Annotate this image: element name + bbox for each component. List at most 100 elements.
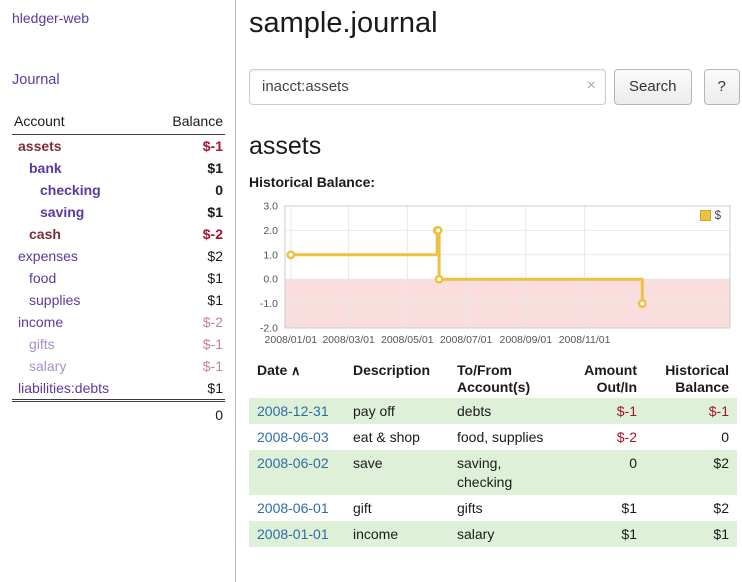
transaction-date-link[interactable]: 2008-06-03 bbox=[257, 429, 329, 446]
account-balance: $-1 bbox=[202, 358, 223, 374]
svg-text:2008/03/01: 2008/03/01 bbox=[322, 334, 375, 346]
register-row: 2008-06-02 save saving, checking 0 $2 bbox=[249, 450, 737, 495]
accounts-header-row: Account Balance bbox=[12, 110, 225, 135]
account-balance: $1 bbox=[207, 160, 223, 176]
account-link-food[interactable]: food bbox=[29, 270, 57, 286]
account-balance: $1 bbox=[207, 380, 223, 396]
sort-asc-icon: ∧ bbox=[287, 362, 301, 378]
register-balance-cell: $2 bbox=[713, 455, 729, 472]
account-link-checking[interactable]: checking bbox=[40, 182, 101, 198]
accounts-total-balance: 0 bbox=[149, 399, 225, 426]
account-row: income $-2 bbox=[12, 311, 225, 333]
account-link-expenses[interactable]: expenses bbox=[18, 248, 78, 264]
accounts-col-account: Account bbox=[12, 110, 150, 135]
account-link-liabilities-debts[interactable]: liabilities:debts bbox=[18, 380, 110, 396]
account-balance: $1 bbox=[207, 204, 223, 220]
register-accounts-cell: food, supplies bbox=[449, 424, 563, 450]
account-balance: 0 bbox=[215, 182, 223, 198]
account-balance: $1 bbox=[207, 270, 223, 286]
register-amount-cell: $-2 bbox=[616, 429, 637, 446]
register-table: Date ∧ Description To/From Account(s) Amount… bbox=[249, 360, 737, 548]
account-row: gifts $-1 bbox=[12, 333, 225, 355]
account-name-cell: salary bbox=[12, 355, 149, 377]
account-name-cell: assets bbox=[12, 135, 149, 158]
account-link-saving[interactable]: saving bbox=[40, 204, 85, 220]
svg-text:2008/01/01: 2008/01/01 bbox=[265, 334, 318, 346]
transaction-date-link[interactable]: 2008-12-31 bbox=[257, 402, 329, 419]
legend-swatch-icon bbox=[699, 210, 711, 222]
historical-balance-chart: 3.0 2.0 1.0 0.0 -1.0 -2.0 2008/01/01 2008/03/01… bbox=[249, 198, 736, 350]
register-col-description: Description bbox=[353, 361, 431, 378]
account-row: checking 0 bbox=[12, 179, 225, 201]
account-name-cell: saving bbox=[12, 201, 149, 223]
account-name-cell: cash bbox=[12, 223, 149, 245]
register-amount-cell: $1 bbox=[621, 525, 637, 542]
search-input[interactable] bbox=[249, 68, 606, 105]
clear-search-icon[interactable]: × bbox=[586, 76, 596, 94]
register-accounts-text: salary bbox=[457, 525, 495, 542]
register-balance-cell: $2 bbox=[713, 499, 729, 516]
register-accounts-text: debts bbox=[457, 402, 492, 419]
account-link-cash[interactable]: cash bbox=[29, 226, 61, 242]
register-date-cell: 2008-01-01 bbox=[249, 521, 345, 547]
account-row: expenses $2 bbox=[12, 245, 225, 267]
search-form: × Search ? bbox=[249, 68, 740, 105]
account-link-salary[interactable]: salary bbox=[29, 358, 67, 374]
search-button[interactable]: Search bbox=[614, 68, 692, 105]
account-name-cell: food bbox=[12, 267, 149, 289]
account-balance: $-2 bbox=[202, 314, 223, 330]
account-name-cell: bank bbox=[12, 157, 149, 179]
register-header-row: Date ∧ Description To/From Account(s) Amount… bbox=[249, 360, 737, 398]
register-amount-cell: 0 bbox=[629, 455, 637, 472]
account-link-gifts[interactable]: gifts bbox=[29, 336, 55, 352]
accounts-total-row: 0 bbox=[12, 399, 225, 426]
account-row: bank $1 bbox=[12, 157, 225, 179]
register-accounts-cell: saving, checking bbox=[449, 450, 563, 494]
sidebar-item-journal[interactable]: Journal bbox=[12, 72, 60, 88]
register-date-cell: 2008-06-03 bbox=[249, 424, 345, 450]
register-col-accounts: To/From Account(s) bbox=[457, 361, 531, 395]
sidebar: hledger-web Journal Account Balance asse… bbox=[0, 0, 236, 582]
account-link-supplies[interactable]: supplies bbox=[29, 292, 81, 308]
transaction-date-link[interactable]: 2008-06-01 bbox=[257, 499, 329, 516]
register-description-cell: pay off bbox=[353, 402, 395, 419]
accounts-table: Account Balance assets $-1 bank $1 checking 0… bbox=[12, 110, 225, 426]
help-button[interactable]: ? bbox=[703, 68, 740, 105]
legend-label: $ bbox=[714, 209, 721, 222]
account-row: saving $1 bbox=[12, 201, 225, 223]
register-date-cell: 2008-12-31 bbox=[249, 398, 345, 424]
account-name-cell: checking bbox=[12, 179, 149, 201]
account-heading: assets bbox=[249, 131, 322, 160]
account-name-cell: expenses bbox=[12, 245, 149, 267]
register-accounts-text: saving, checking bbox=[457, 455, 513, 490]
transaction-date-link[interactable]: 2008-06-02 bbox=[257, 455, 329, 472]
register-col-amount: Amount Out/In bbox=[584, 361, 637, 395]
account-balance: $-1 bbox=[202, 336, 223, 352]
register-balance-cell: $1 bbox=[713, 525, 729, 542]
svg-text:2.0: 2.0 bbox=[263, 225, 278, 237]
register-balance-cell: 0 bbox=[721, 429, 729, 446]
accounts-total-spacer bbox=[12, 399, 150, 426]
account-row: assets $-1 bbox=[12, 135, 225, 158]
register-balance-cell: $-1 bbox=[708, 402, 729, 419]
chart-legend: $ bbox=[696, 208, 724, 223]
register-description-cell: income bbox=[353, 525, 399, 542]
account-row: food $1 bbox=[12, 267, 225, 289]
svg-text:-2.0: -2.0 bbox=[260, 322, 278, 334]
register-date-cell: 2008-06-02 bbox=[249, 450, 345, 494]
register-accounts-cell: salary bbox=[449, 521, 563, 547]
register-accounts-cell: gifts bbox=[449, 495, 563, 521]
account-balance: $-2 bbox=[202, 226, 223, 242]
app-title-link[interactable]: hledger-web bbox=[12, 10, 90, 26]
account-link-bank[interactable]: bank bbox=[29, 160, 62, 176]
transaction-date-link[interactable]: 2008-01-01 bbox=[257, 525, 329, 542]
register-row: 2008-06-03 eat & shop food, supplies $-2 0 bbox=[249, 424, 737, 450]
svg-text:2008/09/01: 2008/09/01 bbox=[500, 334, 553, 346]
register-row: 2008-06-01 gift gifts $1 $2 bbox=[249, 495, 737, 521]
register-col-date[interactable]: Date ∧ bbox=[257, 361, 301, 378]
accounts-col-balance: Balance bbox=[149, 110, 225, 135]
account-link-assets[interactable]: assets bbox=[18, 138, 62, 154]
account-link-income[interactable]: income bbox=[18, 314, 64, 330]
register-row: 2008-12-31 pay off debts $-1 $-1 bbox=[249, 397, 737, 425]
